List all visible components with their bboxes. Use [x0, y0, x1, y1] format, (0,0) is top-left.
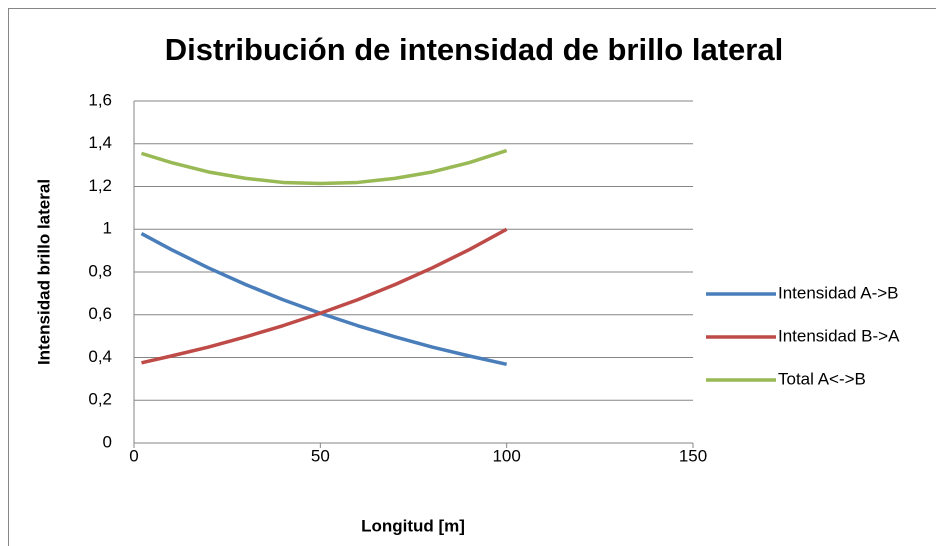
chart-frame	[8, 8, 936, 546]
series-line	[140, 148, 508, 186]
x-tick-label: 50	[311, 446, 330, 465]
y-tick-label: 1,4	[88, 133, 112, 152]
y-tick-label: 1	[103, 219, 112, 238]
x-tick-label: 0	[129, 446, 138, 465]
chart-title: Distribución de intensidad de brillo lat…	[165, 32, 783, 67]
y-axis-label: Intensidad brillo lateral	[34, 179, 53, 365]
series-line	[140, 231, 508, 367]
legend-label: Intensidad A->B	[778, 283, 899, 302]
y-tick-label: 0,2	[88, 390, 112, 409]
legend-label: Total A<->B	[778, 369, 866, 388]
y-tick-label: 0,6	[88, 304, 112, 323]
y-tick-label: 0,8	[88, 261, 112, 280]
x-axis-label: Longitud [m]	[361, 516, 465, 535]
series-line	[141, 227, 508, 365]
x-tick-label: 150	[679, 446, 707, 465]
legend-label: Intensidad B->A	[778, 326, 900, 345]
y-tick-label: 0	[103, 432, 112, 451]
y-tick-label: 0,4	[88, 347, 112, 366]
y-tick-label: 1,6	[88, 90, 112, 109]
y-tick-label: 1,2	[88, 176, 112, 195]
x-tick-label: 100	[492, 446, 520, 465]
